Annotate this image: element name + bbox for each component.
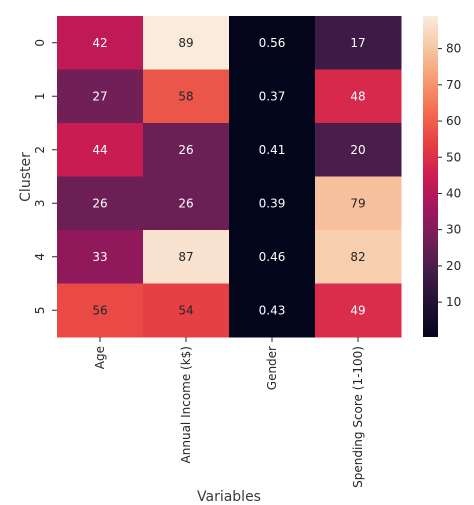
heatmap-cell xyxy=(143,176,230,231)
cell-value-label: 0.56 xyxy=(259,36,286,50)
heatmap-cell xyxy=(229,230,316,284)
y-tick-label: 2 xyxy=(33,146,47,154)
cell-value-label: 49 xyxy=(350,303,365,317)
cell-value-label: 0.46 xyxy=(259,250,286,264)
x-tick-label: Gender xyxy=(265,346,279,390)
cell-value-label: 58 xyxy=(178,89,193,103)
cell-value-label: 26 xyxy=(92,196,107,210)
cell-value-label: 87 xyxy=(178,250,193,264)
x-tick-label: Spending Score (1-100) xyxy=(351,346,365,488)
heatmap-cell xyxy=(57,69,144,124)
cell-value-label: 0.39 xyxy=(259,196,286,210)
colorbar-tick-label: 40 xyxy=(446,186,461,200)
cell-value-label: 82 xyxy=(350,250,365,264)
colorbar-gradient xyxy=(423,16,438,337)
cell-value-label: 54 xyxy=(178,303,193,317)
cell-value-label: 42 xyxy=(92,36,107,50)
cell-value-label: 79 xyxy=(350,196,365,210)
heatmap-cell xyxy=(57,230,144,284)
x-axis-title: Variables xyxy=(197,489,261,505)
cell-value-label: 26 xyxy=(178,143,193,157)
colorbar-tick-label: 10 xyxy=(446,295,461,309)
heatmap-cell xyxy=(229,176,316,231)
cell-value-label: 0.43 xyxy=(259,303,286,317)
x-axis-ticks: Age Annual Income (k$) Gender Spending Scor… xyxy=(93,337,365,488)
cell-value-label: 27 xyxy=(92,89,107,103)
colorbar-tick-label: 30 xyxy=(446,223,461,237)
heatmap-cell xyxy=(315,16,402,70)
y-tick-label: 0 xyxy=(33,39,47,47)
heatmap-cell xyxy=(143,230,230,284)
heatmap-cell xyxy=(143,69,230,124)
cell-value-label: 26 xyxy=(178,196,193,210)
heatmap-cell xyxy=(229,123,316,177)
y-axis-title: Cluster xyxy=(18,152,34,202)
cell-value-label: 48 xyxy=(350,89,365,103)
cell-value-label: 20 xyxy=(350,143,365,157)
x-tick-label: Annual Income (k$) xyxy=(179,346,193,463)
heatmap-cell xyxy=(143,16,230,70)
heatmap-cell xyxy=(315,69,402,124)
colorbar-tick-label: 50 xyxy=(446,150,461,164)
heatmap-cell xyxy=(229,69,316,124)
cell-value-label: 44 xyxy=(92,143,107,157)
heatmap-cell xyxy=(57,123,144,177)
colorbar: 10 20 30 40 50 60 70 80 xyxy=(423,16,461,337)
y-tick-label: 4 xyxy=(33,253,47,261)
cell-value-label: 17 xyxy=(350,36,365,50)
heatmap-cells: 42 89 0.56 17 27 58 0.37 48 44 26 0.41 20 26 26 0.39 79… xyxy=(57,16,402,338)
heatmap-cell xyxy=(315,230,402,284)
y-tick-label: 3 xyxy=(33,199,47,207)
cell-value-label: 0.37 xyxy=(259,89,286,103)
x-tick-label: Age xyxy=(93,346,107,369)
y-tick-label: 5 xyxy=(33,306,47,314)
colorbar-tick-label: 80 xyxy=(446,42,461,56)
heatmap-cell xyxy=(315,123,402,177)
colorbar-tick-label: 20 xyxy=(446,259,461,273)
cell-value-label: 0.41 xyxy=(259,143,286,157)
heatmap-cell xyxy=(57,283,144,338)
colorbar-tick-label: 70 xyxy=(446,78,461,92)
y-axis-ticks: 0 1 2 3 4 5 xyxy=(33,39,57,314)
colorbar-tick-label: 60 xyxy=(446,114,461,128)
cell-value-label: 33 xyxy=(92,250,107,264)
heatmap-cell xyxy=(57,176,144,231)
heatmap-cell xyxy=(143,283,230,338)
cell-value-label: 89 xyxy=(178,36,193,50)
cell-value-label: 56 xyxy=(92,303,107,317)
heatmap-cell xyxy=(229,283,316,338)
heatmap-cell xyxy=(315,176,402,231)
heatmap-cell xyxy=(57,16,144,70)
heatmap-cell xyxy=(229,16,316,70)
heatmap-cell xyxy=(143,123,230,177)
heatmap-cell xyxy=(315,283,402,338)
y-tick-label: 1 xyxy=(33,92,47,100)
